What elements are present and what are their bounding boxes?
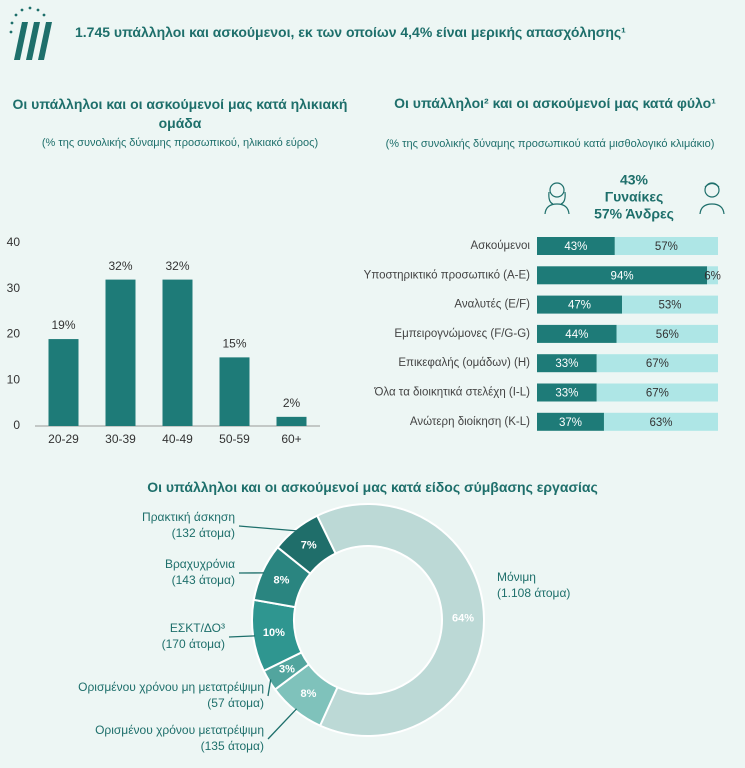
chart-subtitle: (% της συνολικής δύναμης προσωπικού, ηλι… (41, 137, 319, 149)
bar-segment (707, 266, 718, 285)
y-tick-label: 40 (7, 235, 21, 249)
bar-segment (596, 383, 718, 402)
y-tick-label: 30 (7, 281, 21, 295)
bar-segment (614, 237, 718, 255)
chart-title: Οι υπάλληλοι και οι ασκούμενοί μας κατά … (12, 96, 348, 131)
value-label: 37% (559, 417, 582, 429)
count-label: (132 άτομα) (172, 526, 235, 540)
bar-segment (596, 354, 718, 373)
chart-subtitle: (% της συνολικής δύναμης προσωπικού κατά… (385, 138, 715, 150)
value-label: 2% (283, 396, 301, 410)
value-label: 57% (655, 241, 678, 253)
bar-segment (537, 324, 617, 343)
y-tick-label: 0 (13, 418, 20, 432)
value-label: 32% (108, 259, 132, 273)
value-label: 3% (279, 663, 295, 675)
woman-icon (544, 182, 570, 215)
y-tick-label: 20 (7, 327, 21, 341)
category-label: Υποστηρικτικό προσωπικό (A-E) (364, 269, 530, 281)
value-label: 15% (222, 337, 246, 351)
bar (48, 339, 79, 426)
x-tick-label: 60+ (281, 432, 301, 446)
value-label: 8% (274, 575, 290, 587)
value-label: 44% (565, 329, 588, 341)
bar-segment (537, 266, 708, 285)
chart-title: Οι υπάλληλοι και οι ασκούμενοί μας κατά … (147, 479, 598, 495)
category-label: Ανώτερη διοίκηση (K-L) (410, 416, 530, 428)
chart-title: Οι υπάλληλοι² και οι ασκούμενοί μας κατά… (394, 95, 716, 111)
annotation: 57% Άνδρες (594, 206, 674, 222)
bar-segment (537, 383, 597, 402)
donut-slice (315, 503, 485, 737)
bar-segment (537, 354, 597, 373)
bar-segment (537, 295, 623, 314)
value-label: 53% (659, 300, 682, 312)
bar-segment (537, 237, 615, 255)
man-icon (699, 182, 725, 215)
category-label: Βραχυχρόνια (165, 557, 235, 571)
x-tick-label: 40-49 (162, 432, 193, 446)
connector (228, 635, 256, 638)
value-label: 33% (555, 358, 578, 370)
value-label: 19% (51, 318, 75, 332)
bar (219, 357, 250, 426)
value-label: 32% (165, 259, 189, 273)
annotation: Γυναίκες (605, 189, 664, 205)
connector (238, 525, 297, 532)
x-tick-label: 30-39 (105, 432, 136, 446)
bar (276, 416, 307, 426)
logo (9, 6, 52, 60)
value-label: 47% (568, 300, 591, 312)
value-label: 43% (564, 241, 587, 253)
bar-segment (603, 412, 718, 431)
x-tick-label: 20-29 (48, 432, 79, 446)
category-label: Πρακτική άσκηση (142, 510, 235, 524)
category-label: Ορισμένου χρόνου μετατρέψιμη (95, 723, 264, 737)
connector (267, 679, 272, 697)
bar-segment (622, 295, 718, 314)
value-label: 64% (452, 613, 474, 625)
category-label: Όλα τα διοικητικά στελέχη (I-L) (373, 387, 530, 399)
count-label: (135 άτομα) (201, 739, 264, 753)
category-label: ΕΣΚΤ/ΔΟ³ (170, 621, 225, 635)
value-label: 7% (301, 540, 317, 552)
category-label: Αναλυτές (E/F) (454, 299, 530, 311)
value-label: 6% (704, 270, 721, 282)
category-label: Εμπειρογνώμονες (F/G-G) (394, 328, 530, 340)
count-label: (57 άτομα) (207, 696, 264, 710)
value-label: 67% (646, 358, 669, 370)
header-title: 1.745 υπάλληλοι και ασκούμενοι, εκ των ο… (75, 24, 626, 40)
value-label: 63% (649, 417, 672, 429)
donut-slice (276, 514, 337, 576)
category-label: Ορισμένου χρόνου μη μετατρέψιμη (78, 680, 264, 694)
category-label: Ασκούμενοι (470, 240, 530, 252)
count-label: (170 άτομα) (162, 637, 225, 651)
y-tick-label: 10 (7, 372, 21, 386)
bar (105, 279, 136, 426)
x-tick-label: 50-59 (219, 432, 250, 446)
value-label: 56% (656, 329, 679, 341)
category-label: Επικεφαλής (ομάδων) (H) (398, 357, 530, 369)
value-label: 8% (301, 688, 317, 700)
bar-segment (616, 324, 718, 343)
bar (162, 279, 193, 426)
value-label: 94% (611, 270, 634, 282)
bar-segment (537, 412, 604, 431)
category-label: Μόνιμη (497, 570, 536, 584)
value-label: 67% (646, 388, 669, 400)
value-label: 10% (263, 627, 285, 639)
value-label: 33% (555, 388, 578, 400)
count-label: (1.108 άτομα) (497, 586, 570, 600)
count-label: (143 άτομα) (172, 573, 235, 587)
annotation: 43% (620, 172, 649, 188)
connector (267, 708, 298, 740)
